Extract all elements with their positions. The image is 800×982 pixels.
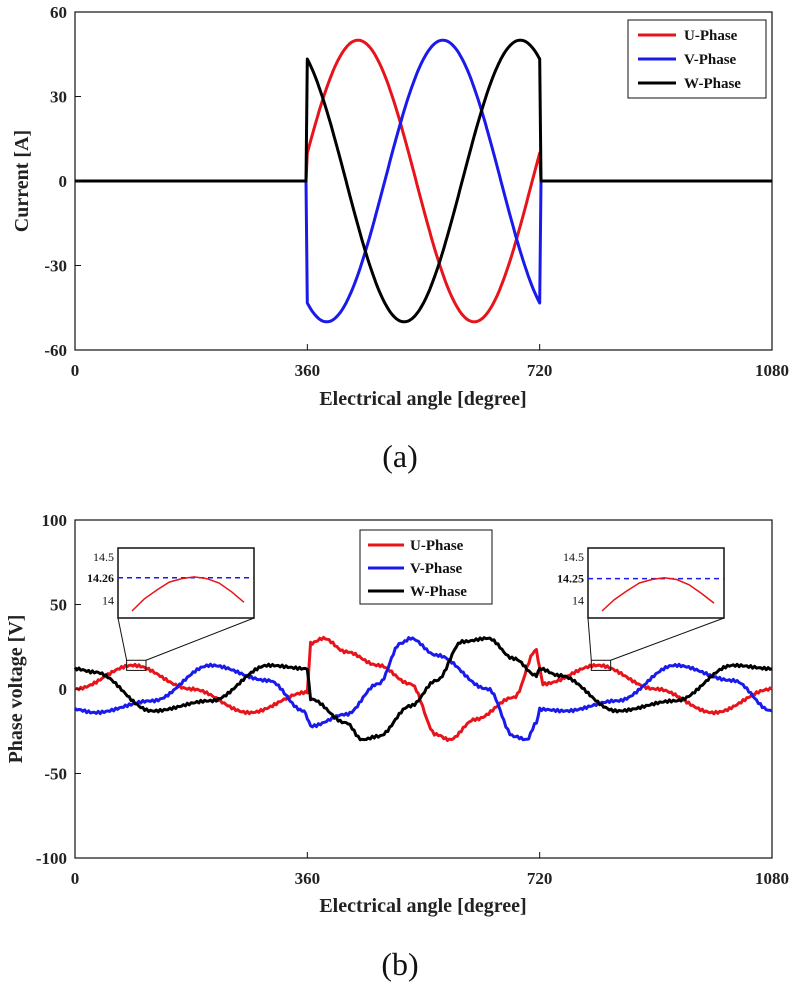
chart-b-inset-connector	[610, 617, 725, 661]
chart-b-inset-zoom-marker	[126, 659, 147, 671]
chart-b: 0 360 720 1080 -100 -50 0 50 100 Electrical angl…	[5, 511, 789, 982]
chart-a-legend-label-w: W-Phase	[684, 76, 741, 92]
chart-a-ytick-label: -60	[44, 341, 67, 360]
chart-a-legend-label-v: V-Phase	[684, 52, 737, 68]
chart-b-inset-0: 14.5 14.26 14	[87, 547, 255, 671]
chart-b-inset-frame	[117, 547, 255, 619]
chart-b-series-u-phase	[74, 635, 773, 742]
chart-a-xtick-label: 720	[527, 361, 553, 380]
chart-b-inset-ytick-label: 14.5	[563, 550, 584, 564]
chart-a: 0 360 720 1080 -60 -30 0 30 60 Electrical angle …	[11, 3, 789, 474]
chart-b-legend-label-w: W-Phase	[410, 584, 467, 600]
chart-a-series	[74, 38, 773, 324]
chart-b-inset-zoom-marker	[590, 659, 612, 671]
chart-b-legend-label-u: U-Phase	[410, 538, 464, 554]
chart-b-series	[73, 635, 773, 742]
chart-b-ytick-label: 100	[42, 511, 68, 530]
chart-a-caption: (a)	[382, 438, 418, 474]
chart-b-ytick-label: -50	[44, 765, 67, 784]
chart-a-ytick-label: 60	[50, 3, 67, 22]
chart-b-inset-connector	[587, 617, 592, 661]
chart-b-series-w-phase	[73, 636, 773, 742]
chart-b-legend-label-v: V-Phase	[410, 561, 463, 577]
chart-b-inset-curve	[601, 577, 715, 612]
chart-b-xtick-label: 1080	[755, 869, 789, 888]
chart-b-xlabel: Electrical angle [degree]	[319, 895, 526, 917]
chart-b-ytick-label: 50	[50, 596, 67, 615]
chart-b-inset-connector	[145, 617, 255, 661]
chart-b-xtick-label: 720	[527, 869, 553, 888]
chart-b-caption: (b)	[381, 946, 418, 982]
chart-a-xtick-label: 360	[295, 361, 321, 380]
chart-b-legend: U-Phase V-Phase W-Phase	[359, 529, 493, 605]
chart-b-inset-ytick-label: 14	[102, 594, 114, 608]
chart-b-inset-ytick-label: 14.26	[87, 571, 114, 585]
chart-a-legend: U-Phase V-Phase W-Phase	[627, 19, 767, 99]
chart-a-xtick-label: 0	[71, 361, 80, 380]
chart-b-xtick-label: 0	[71, 869, 80, 888]
chart-a-ytick-label: 30	[50, 88, 67, 107]
chart-b-ytick-label: 0	[59, 680, 68, 699]
chart-a-series-w-phase	[74, 38, 773, 324]
chart-a-ticks: 0 360 720 1080 -60 -30 0 30 60	[44, 3, 789, 380]
chart-a-ylabel: Current [A]	[11, 130, 33, 232]
chart-a-ytick-label: 0	[59, 172, 68, 191]
chart-b-ylabel: Phase voltage [V]	[5, 615, 27, 764]
chart-a-ytick-label: -30	[44, 257, 67, 276]
chart-b-series-v-phase	[73, 636, 773, 742]
chart-b-ytick-label: -100	[36, 849, 67, 868]
chart-a-legend-label-u: U-Phase	[684, 28, 738, 44]
chart-b-inset-ytick-label: 14.5	[93, 550, 114, 564]
chart-b-insets: 14.5 14.26 14 14.5 14.25 14	[87, 547, 725, 671]
chart-a-xlabel: Electrical angle [degree]	[319, 388, 526, 410]
chart-b-inset-ytick-label: 14.25	[557, 572, 584, 586]
chart-b-inset-connector	[117, 617, 128, 661]
chart-b-xtick-label: 360	[295, 869, 321, 888]
chart-b-ticks: 0 360 720 1080 -100 -50 0 50 100	[36, 511, 789, 888]
chart-a-xtick-label: 1080	[755, 361, 789, 380]
chart-b-inset-ytick-label: 14	[572, 594, 584, 608]
chart-b-inset-curve	[131, 576, 245, 612]
chart-b-inset-frame	[587, 547, 725, 619]
chart-b-inset-1: 14.5 14.25 14	[557, 547, 725, 671]
